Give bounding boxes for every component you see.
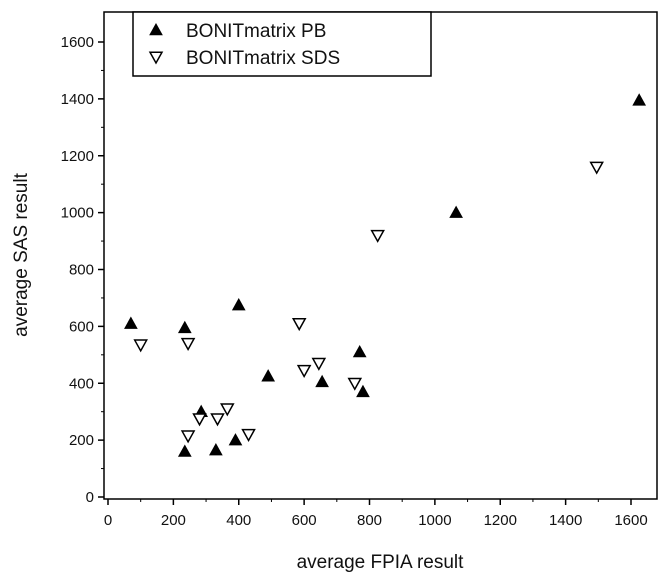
pb-data-point: [356, 384, 370, 398]
sds-data-point: [133, 339, 148, 353]
x-tick-label: 600: [292, 512, 317, 529]
x-tick-label: 200: [161, 512, 186, 529]
pb-data-point: [177, 320, 192, 334]
x-tick-label: 0: [104, 512, 112, 529]
x-tick-label: 1400: [549, 512, 582, 529]
data-points: [124, 93, 647, 457]
x-axis-ticks: 0 200 400 600 800 1000 1200 1400 1600: [104, 499, 648, 529]
y-tick-label: 600: [69, 318, 94, 335]
y-axis-label: average SAS result: [11, 172, 32, 336]
y-tick-label: 800: [69, 262, 94, 279]
legend: BONITmatrix PB BONITmatrix SDS: [132, 11, 432, 77]
x-tick-label: 400: [226, 512, 251, 529]
y-tick-label: 1400: [61, 91, 94, 108]
sds-data-point: [311, 357, 327, 371]
legend-label-pb: BONITmatrix PB: [186, 21, 326, 42]
sds-data-point: [180, 337, 196, 351]
sds-data-point: [241, 428, 256, 442]
pb-data-point: [261, 369, 276, 382]
pb-data-point: [209, 443, 223, 456]
sds-data-point: [370, 229, 385, 243]
pb-data-point: [177, 444, 192, 457]
legend-marker-sds: [148, 51, 164, 65]
y-tick-label: 1000: [61, 205, 94, 222]
x-tick-label: 800: [357, 512, 382, 529]
legend-marker-pb: [149, 22, 163, 36]
x-tick-label: 1600: [614, 512, 647, 529]
sds-data-point: [180, 430, 196, 444]
pb-data-point: [231, 298, 246, 311]
legend-label-sds: BONITmatrix SDS: [186, 48, 340, 69]
x-axis-label: average FPIA result: [297, 552, 465, 573]
sds-data-point: [192, 413, 207, 427]
pb-data-point: [315, 374, 329, 388]
y-axis-ticks: 0 200 400 600 800 1000 1200 1400 1600: [61, 34, 104, 506]
plot-frame: [103, 11, 658, 500]
y-tick-label: 200: [69, 432, 94, 449]
y-tick-label: 1200: [61, 148, 94, 165]
legend-box: [132, 11, 432, 77]
x-tick-label: 1000: [418, 512, 451, 529]
pb-data-point: [449, 205, 463, 218]
y-tick-label: 1600: [61, 34, 94, 51]
sds-data-point: [296, 364, 312, 378]
sds-data-point: [291, 317, 307, 332]
sds-data-point: [210, 413, 225, 427]
pb-data-point: [228, 433, 243, 446]
sds-data-point: [589, 161, 604, 175]
sds-data-point: [347, 377, 363, 391]
pb-data-point: [352, 344, 367, 358]
x-tick-label: 1200: [484, 512, 517, 529]
pb-data-point: [632, 93, 647, 106]
y-tick-label: 0: [86, 489, 94, 506]
pb-data-point: [124, 316, 138, 329]
sds-data-point: [220, 403, 235, 417]
y-tick-label: 400: [69, 375, 94, 392]
